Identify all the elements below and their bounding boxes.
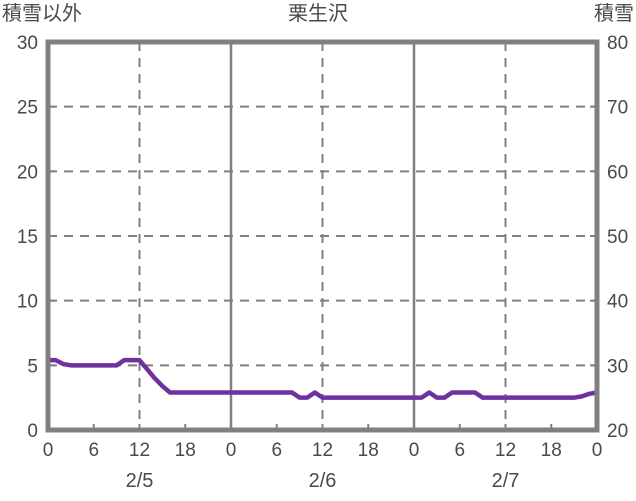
tick-marks [47,105,598,430]
x-tick-label: 0 [592,440,603,461]
x-tick-label: 6 [271,440,282,461]
left-axis-title: 積雪以外 [2,3,82,25]
right-tick-label: 70 [607,98,628,119]
date-label: 2/7 [492,470,520,492]
right-tick-label: 60 [607,162,628,183]
x-tick-label: 12 [312,440,333,461]
date-label: 2/5 [126,470,154,492]
left-tick-label: 30 [17,33,38,54]
right-tick-label: 20 [607,421,628,442]
grid-layer [48,42,597,430]
x-tick-label: 0 [409,440,420,461]
x-tick-label: 12 [495,440,516,461]
left-tick-label: 5 [27,356,38,377]
right-tick-label: 40 [607,292,628,313]
series-layer [48,357,598,400]
right-tick-label: 30 [607,356,628,377]
page-title: 栗生沢 [288,3,348,25]
left-tick-label: 15 [17,227,38,248]
left-tick-label: 25 [17,98,38,119]
left-tick-label: 20 [17,162,38,183]
x-tick-label: 18 [175,440,196,461]
right-axis-title: 積雪 [594,3,634,25]
x-tick-label: 18 [358,440,379,461]
x-tick-label: 0 [226,440,237,461]
right-tick-label: 50 [607,227,628,248]
left-tick-label: 0 [27,421,38,442]
x-tick-label: 6 [454,440,465,461]
x-tick-label: 0 [43,440,54,461]
left-tick-label: 10 [17,292,38,313]
x-tick-label: 18 [541,440,562,461]
right-tick-label: 80 [607,33,628,54]
date-label: 2/6 [309,470,337,492]
x-tick-label: 12 [129,440,150,461]
x-tick-label: 6 [88,440,99,461]
